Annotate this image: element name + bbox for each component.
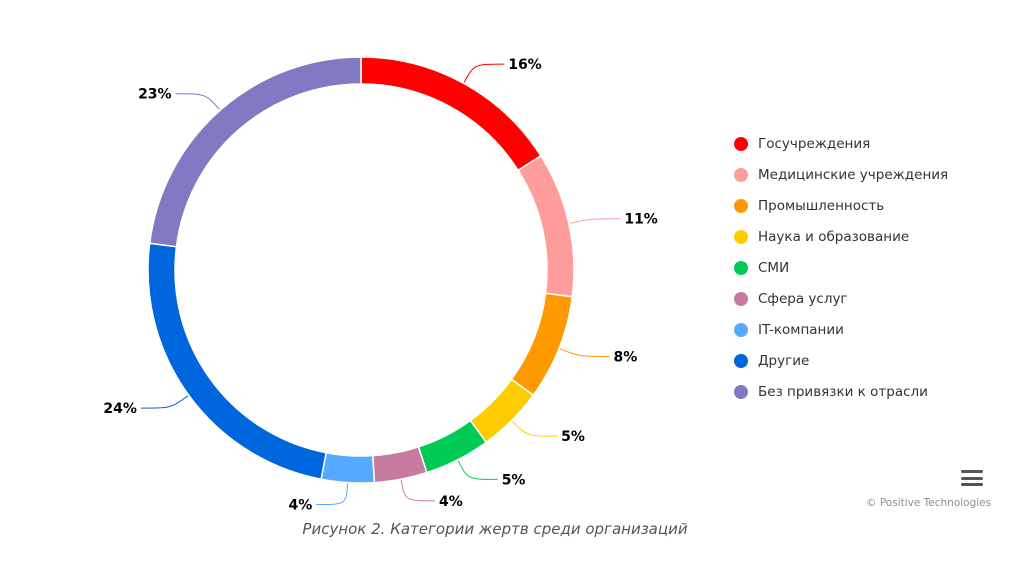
legend-item-промышленность[interactable]: Промышленность — [734, 190, 948, 221]
legend-label: Промышленность — [758, 197, 885, 214]
hamburger-menu-icon — [961, 470, 983, 473]
label-connectors — [140, 63, 621, 506]
legend-label: IT-компании — [758, 322, 844, 339]
legend-marker — [734, 167, 748, 182]
slice-сфера-услуг[interactable] — [371, 445, 428, 484]
legend-label: Госучреждения — [758, 135, 871, 152]
data-label-it-компании: 4% — [288, 498, 312, 514]
data-label-промышленность: 8% — [613, 350, 637, 366]
figure-caption: Рисунок 2. Категории жертв среди организ… — [302, 520, 688, 538]
legend-item-наука-и-образование[interactable]: Наука и образование — [734, 221, 948, 252]
connector-наука-и-образование — [511, 420, 558, 437]
data-label-другие: 24% — [103, 401, 137, 417]
connector-промышленность — [559, 348, 610, 358]
hamburger-menu-icon-bar — [961, 476, 983, 480]
data-label-наука-и-образование: 5% — [561, 429, 585, 445]
legend-label: Наука и образование — [758, 228, 910, 245]
hamburger-menu-icon-bar — [961, 483, 983, 486]
data-label-медицинские-учреждения: 11% — [624, 212, 658, 228]
slice-промышленность[interactable] — [510, 292, 574, 397]
legend-item-сфера-услуг[interactable]: Сфера услуг — [734, 283, 948, 314]
slice-it-компании[interactable] — [320, 451, 376, 484]
credits[interactable]: © Positive Technologies — [866, 497, 992, 509]
chart-menu-button[interactable] — [961, 470, 983, 490]
data-label-без-привязки-к-отрасли: 23% — [138, 87, 172, 103]
slice-другие[interactable] — [147, 242, 328, 481]
legend-label: Медицинские учреждения — [758, 166, 949, 183]
legend-item-другие[interactable]: Другие — [734, 346, 948, 377]
donut-slices — [147, 56, 575, 484]
legend-item-it-компании[interactable]: IT-компании — [734, 315, 948, 346]
data-labels: 16% 11% 8% 5% 5% 4% 4% 24% 23% — [103, 57, 657, 513]
connector-сми — [457, 460, 498, 480]
legend-marker — [734, 292, 748, 307]
legend: Госучреждения Медицинские учреждения Промы… — [734, 128, 948, 408]
slice-госучреждения[interactable] — [360, 56, 542, 172]
legend-marker — [734, 385, 748, 400]
connector-сфера-услуг — [400, 480, 436, 502]
connector-медицинские-учреждения — [569, 218, 621, 224]
legend-item-без-привязки-к-отрасли[interactable]: Без привязки к отрасли — [734, 377, 948, 408]
legend-item-сми[interactable]: СМИ — [734, 252, 948, 283]
connector-госучреждения — [463, 63, 505, 83]
legend-marker — [734, 136, 748, 151]
connector-другие — [140, 395, 189, 409]
connector-it-компании — [316, 483, 349, 506]
slice-без-привязки-к-отрасли[interactable] — [148, 56, 362, 248]
data-label-сми: 5% — [502, 472, 526, 488]
legend-label: Сфера услуг — [758, 291, 848, 308]
data-label-сфера-услуг: 4% — [439, 494, 463, 510]
legend-marker — [734, 323, 748, 338]
data-label-госучреждения: 16% — [508, 57, 542, 73]
legend-marker — [734, 260, 748, 275]
legend-marker — [734, 229, 748, 244]
legend-item-медицинские-учреждения[interactable]: Медицинские учреждения — [734, 159, 948, 190]
legend-label: СМИ — [758, 259, 790, 276]
legend-label: Другие — [758, 353, 810, 370]
slice-сми[interactable] — [417, 419, 488, 474]
legend-marker — [734, 354, 748, 369]
legend-label: Без привязки к отрасли — [758, 384, 928, 401]
slice-медицинские-учреждения[interactable] — [517, 154, 575, 298]
connector-без-привязки-к-отрасли — [175, 93, 220, 110]
legend-item-госучреждения[interactable]: Госучреждения — [734, 128, 948, 159]
legend-marker — [734, 198, 748, 213]
